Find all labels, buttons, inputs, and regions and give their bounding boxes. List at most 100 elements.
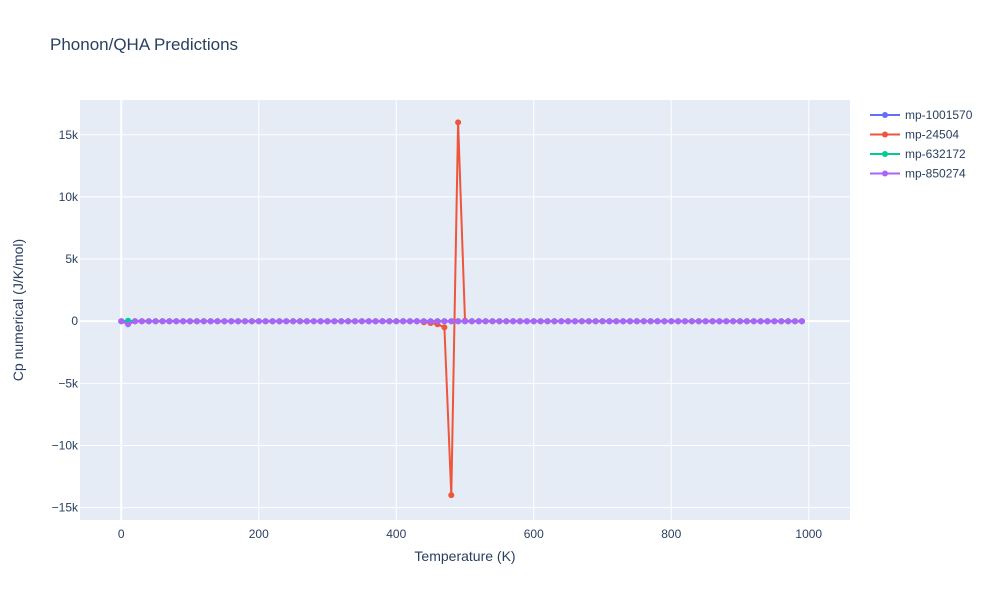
legend-label: mp-1001570 xyxy=(905,108,973,122)
legend-item[interactable]: mp-1001570 xyxy=(870,108,973,122)
data-point xyxy=(125,321,132,328)
data-point xyxy=(592,318,599,325)
legend-label: mp-850274 xyxy=(905,167,966,181)
y-tick-label: −15k xyxy=(52,501,79,515)
data-point xyxy=(750,318,757,325)
data-point xyxy=(695,318,702,325)
data-point xyxy=(496,318,503,325)
data-point xyxy=(737,318,743,325)
data-point xyxy=(523,318,530,325)
data-point xyxy=(180,318,187,325)
legend-label: mp-24504 xyxy=(905,128,959,142)
data-point xyxy=(716,318,723,325)
data-point xyxy=(221,318,228,325)
legend-label: mp-632172 xyxy=(905,147,966,161)
data-point xyxy=(640,318,647,325)
data-point xyxy=(283,318,290,325)
data-point xyxy=(413,318,420,325)
data-point xyxy=(627,318,633,325)
data-point xyxy=(688,318,695,325)
data-point xyxy=(475,318,482,325)
data-point xyxy=(613,318,620,325)
x-axis-title: Temperature (K) xyxy=(414,548,515,564)
y-tick-label: 5k xyxy=(65,252,79,266)
legend-item[interactable]: mp-24504 xyxy=(870,128,959,142)
data-point xyxy=(654,318,661,325)
data-point xyxy=(462,318,468,325)
data-point xyxy=(798,318,805,325)
data-point xyxy=(427,318,434,325)
legend-marker xyxy=(882,131,888,138)
data-point xyxy=(242,318,248,325)
data-point xyxy=(778,318,785,325)
data-point xyxy=(358,318,365,325)
data-point xyxy=(503,318,510,325)
data-point xyxy=(709,318,716,325)
data-point xyxy=(420,318,427,325)
data-point xyxy=(517,318,523,325)
data-point xyxy=(537,318,544,325)
data-point xyxy=(558,318,565,325)
data-point xyxy=(331,318,338,325)
data-point xyxy=(620,318,627,325)
data-point xyxy=(572,318,578,325)
y-tick-label: 0 xyxy=(71,314,78,328)
data-point xyxy=(792,318,798,325)
data-point xyxy=(764,318,771,325)
data-point xyxy=(269,318,276,325)
data-point xyxy=(448,318,455,325)
data-point xyxy=(248,318,255,325)
data-point xyxy=(228,318,235,325)
data-point xyxy=(393,318,400,325)
data-point xyxy=(372,318,379,325)
legend-marker xyxy=(882,170,888,177)
legend-item[interactable]: mp-632172 xyxy=(870,147,966,161)
data-point xyxy=(455,119,462,126)
series-layer xyxy=(118,119,805,499)
data-point xyxy=(324,318,331,325)
data-point xyxy=(743,318,750,325)
data-point xyxy=(785,318,792,325)
data-point xyxy=(448,492,455,499)
x-tick-label: 1000 xyxy=(795,527,822,541)
data-point xyxy=(166,318,173,325)
data-point xyxy=(489,318,496,325)
data-point xyxy=(606,318,613,325)
data-point xyxy=(455,318,462,325)
x-tick-label: 400 xyxy=(386,527,406,541)
data-point xyxy=(310,318,317,325)
data-point xyxy=(633,318,640,325)
data-point xyxy=(187,318,193,325)
series-line xyxy=(120,320,802,326)
x-axis-ticks: 0 200 400 600 800 1000 xyxy=(118,527,823,541)
data-point xyxy=(668,318,675,325)
data-point xyxy=(193,318,200,325)
y-tick-label: −10k xyxy=(52,438,79,452)
series-mp-850274 xyxy=(118,318,805,328)
legend-marker xyxy=(882,151,888,157)
data-point xyxy=(214,318,221,325)
data-point xyxy=(345,318,352,325)
data-point xyxy=(730,318,737,325)
data-point xyxy=(303,318,310,325)
data-point xyxy=(235,318,242,325)
data-point xyxy=(297,318,303,325)
data-point xyxy=(771,318,778,325)
data-point xyxy=(585,318,592,325)
y-axis-title: Cp numerical (J/K/mol) xyxy=(10,239,26,381)
data-point xyxy=(599,318,606,325)
data-point xyxy=(317,318,324,325)
data-point xyxy=(207,318,214,325)
data-point xyxy=(565,318,572,325)
data-point xyxy=(132,318,138,325)
data-point xyxy=(365,318,372,325)
data-point xyxy=(276,318,283,325)
data-point xyxy=(352,318,358,325)
data-point xyxy=(723,318,730,325)
data-point xyxy=(152,318,159,325)
legend-item[interactable]: mp-850274 xyxy=(870,167,966,181)
data-point xyxy=(647,318,654,325)
data-point xyxy=(145,318,152,325)
data-point xyxy=(386,318,393,325)
